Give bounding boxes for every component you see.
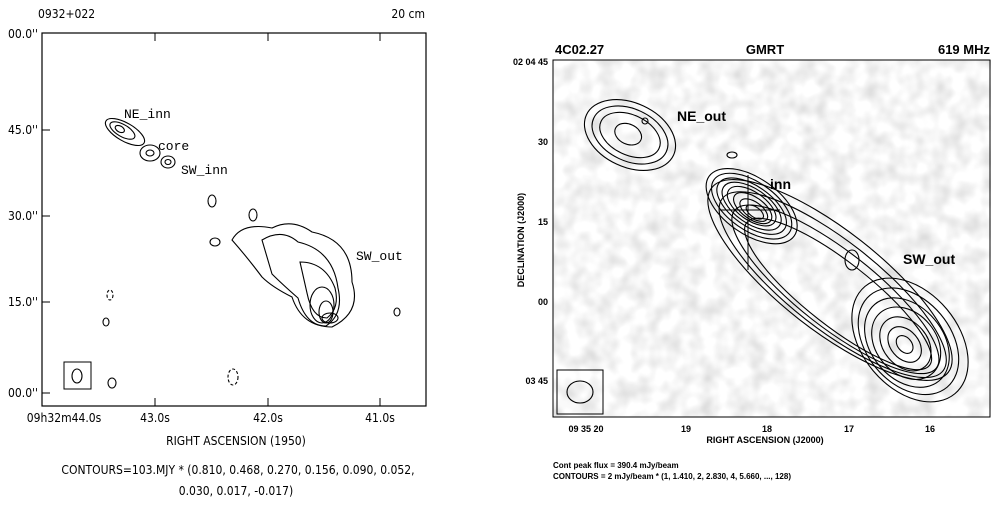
band: 20 cm [391,7,425,21]
source-name: 0932+022 [38,7,95,21]
caption: CONTOURS = 2 mJy/beam * (1, 1.410, 2, 2.… [553,472,791,481]
source-name: 4C02.27 [555,42,604,57]
x-tick-label: 09h32m44.0s [27,411,102,425]
annotation: SW_out [903,251,955,267]
y-tick-label: 15 [538,217,548,227]
y-tick-label: 03 45 [525,376,548,386]
annotation: inn [770,176,791,192]
x-tick-label: 17 [844,424,854,434]
contours [64,113,400,389]
annotation: core [158,139,189,154]
right-panel: 4C02.27 GMRT 619 MHz 02 04 45 30 15 00 0… [513,42,991,481]
caption: Cont peak flux = 390.4 mJy/beam [553,461,679,470]
y-tick-label: 30 [538,137,548,147]
annotation: NE_inn [124,107,171,122]
x-tick-label: 18 [762,424,772,434]
y-axis-label: DECLINATION (J2000) [516,193,526,287]
frame [42,33,426,406]
y-tick-label: 02 04 45 [513,57,548,67]
y-tick-label: 00 [538,297,548,307]
y-tick-label: 00.0'' [8,386,38,400]
caption: 0.030, 0.017, -0.017) [179,484,294,498]
figure: 0932+022 20 cm 00.0'' 45.0'' 30.0'' 15.0… [0,0,991,514]
frequency: 619 MHz [938,42,991,57]
annotation: NE_out [677,108,726,124]
x-tick-label: 41.0s [365,411,395,425]
x-tick-label: 19 [681,424,691,434]
annotation: SW_out [356,249,403,264]
x-tick-label: 43.0s [140,411,170,425]
x-axis-label: RIGHT ASCENSION (1950) [166,434,306,448]
caption: CONTOURS=103.MJY * (0.810, 0.468, 0.270,… [61,463,414,477]
annotation: SW_inn [181,163,228,178]
x-tick-label: 42.0s [253,411,283,425]
ticks [42,33,380,406]
y-tick-label: 30.0'' [8,209,38,223]
y-tick-label: 15.0'' [8,295,38,309]
x-tick-label: 16 [925,424,935,434]
telescope: GMRT [746,42,784,57]
y-tick-label: 45.0'' [8,123,38,137]
left-panel: 0932+022 20 cm 00.0'' 45.0'' 30.0'' 15.0… [8,7,426,498]
x-axis-label: RIGHT ASCENSION (J2000) [706,435,823,445]
x-tick-label: 09 35 20 [568,424,603,434]
y-tick-label: 00.0'' [8,27,38,41]
